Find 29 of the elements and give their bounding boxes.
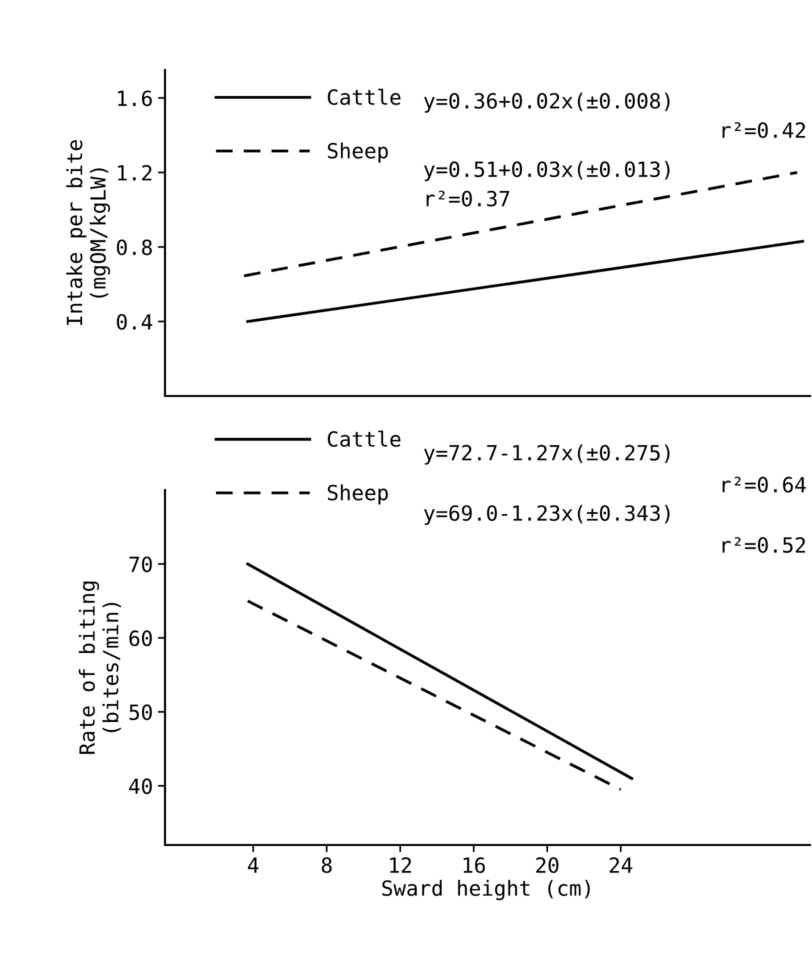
x-axis-title: Sward height (cm) bbox=[382, 880, 590, 900]
annotation: r²=0.52 bbox=[722, 537, 806, 553]
x-tick-label: 16 bbox=[464, 857, 485, 874]
legend-label: Cattle bbox=[328, 88, 400, 105]
y-tick-label: 70 bbox=[130, 556, 152, 572]
legend-label: Sheep bbox=[328, 484, 388, 505]
y-tick-label: 0.4 bbox=[116, 314, 152, 330]
text: y=72.7-1.27x(±0.275) bbox=[424, 444, 670, 465]
x-tick-label: 24 bbox=[610, 857, 632, 873]
annotation: r²=0.64 bbox=[722, 476, 806, 493]
y-tick-label: 60 bbox=[129, 630, 152, 646]
y-tick-label: 1.2 bbox=[118, 164, 152, 180]
x-tick-label: 20 bbox=[536, 857, 558, 874]
y-tick-label: 1.6 bbox=[118, 90, 152, 106]
x-tick-label: 12 bbox=[390, 857, 411, 873]
y-tick-label: 40 bbox=[129, 778, 152, 794]
annotation: y=69.0-1.23x(±0.343) bbox=[424, 504, 670, 525]
x-tick-label: 8 bbox=[322, 857, 332, 874]
y-tick-label: 50 bbox=[130, 704, 152, 720]
y-tick-label: 0.8 bbox=[116, 239, 152, 256]
annotation: y=0.51+0.03x(±0.013) bbox=[424, 161, 670, 182]
y-axis-title: Intake per bite (mgOM/kgLW) bbox=[66, 140, 110, 326]
x-tick-label: 4 bbox=[248, 858, 258, 873]
annotation: y=0.36+0.02x(±0.008) bbox=[424, 92, 670, 113]
annotation: r²=0.37 bbox=[426, 190, 510, 206]
legend-label: Cattle bbox=[328, 430, 400, 447]
y-axis-title: Rate of biting (bites/min) bbox=[78, 582, 121, 754]
legend-label: Sheep bbox=[328, 142, 388, 163]
annotation: r²=0.42 bbox=[722, 122, 806, 138]
